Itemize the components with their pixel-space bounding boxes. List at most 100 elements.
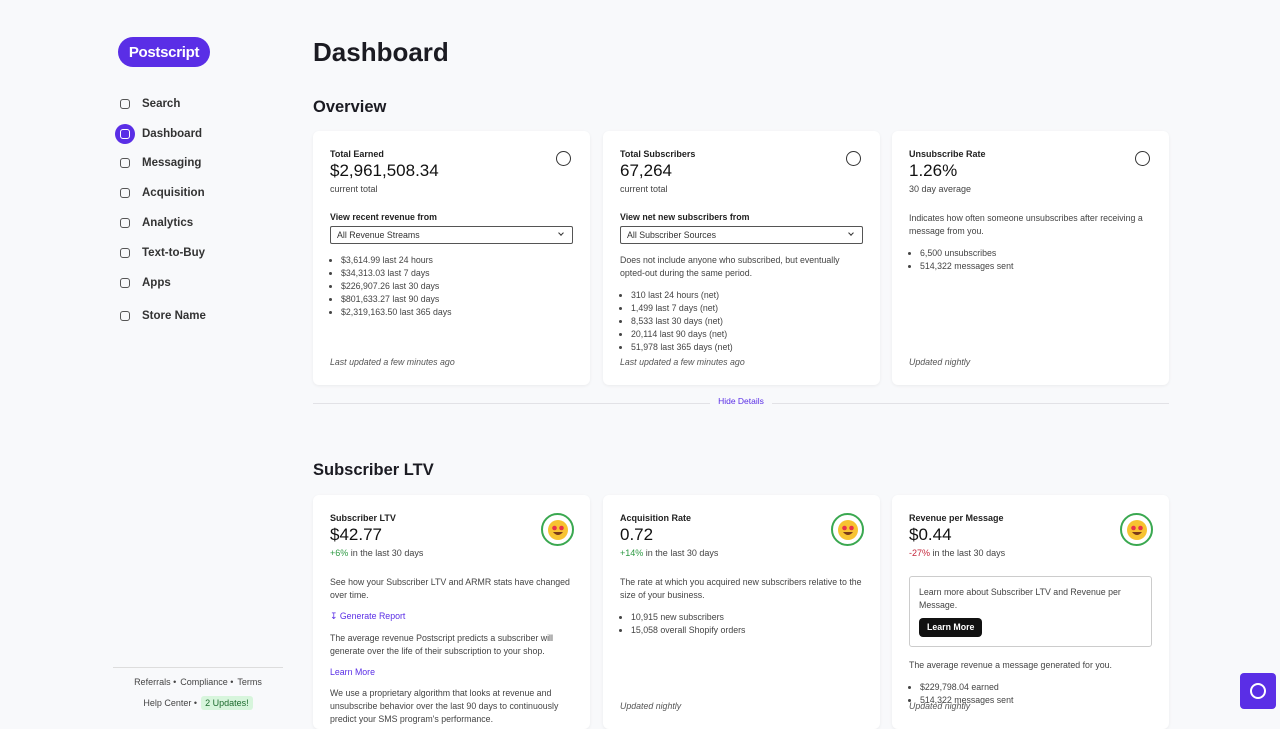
card-label: Unsubscribe Rate [909, 149, 986, 159]
card-label: Total Earned [330, 149, 384, 159]
stat-item: $229,798.04 earned [920, 681, 1152, 694]
stat-list: $3,614.99 last 24 hours$34,313.03 last 7… [330, 254, 573, 319]
stat-list: 10,915 new subscribers15,058 overall Sho… [620, 611, 863, 637]
card-footer: Last updated a few minutes ago [330, 357, 455, 367]
description: See how your Subscriber LTV and ARMR sta… [330, 577, 570, 600]
report-text[interactable]: Generate Report [339, 611, 406, 621]
nav-icon [115, 183, 135, 203]
card-value: $0.44 [909, 525, 952, 544]
card-sub: +14% in the last 30 days [620, 548, 863, 558]
card-icon [1135, 151, 1150, 166]
logo[interactable]: Postscript [118, 37, 210, 67]
nav-icon [115, 243, 135, 263]
nav-label[interactable]: Dashboard [142, 128, 203, 140]
button[interactable]: Learn More [919, 618, 983, 637]
stat-list: $229,798.04 earned514,322 messages sent [909, 681, 1152, 707]
nav-label[interactable]: Analytics [142, 217, 194, 229]
card-label: Total Subscribers [620, 149, 696, 159]
nav-icon [115, 153, 135, 173]
status-icon [541, 513, 574, 546]
card: Total Subscribers 67,264 current total View… [603, 131, 880, 385]
stat-item: 310 last 24 hours (net) [631, 289, 863, 302]
sidebar-footer: Referrals Compliance Terms Help Center 2 Upd… [113, 667, 283, 719]
nav-item[interactable]: Apps [115, 272, 171, 294]
updates-badge[interactable]: 2 Updates! [201, 696, 253, 710]
sub-text: current total [330, 184, 378, 194]
page-title: Dashboard [313, 37, 449, 67]
toggle[interactable]: Hide Details [313, 396, 1169, 406]
icon-shape [120, 278, 130, 288]
nav-label[interactable]: Acquisition [142, 187, 205, 199]
card-sub: current total [620, 184, 863, 194]
card: Total Earned $2,961,508.34 current total Vi… [313, 131, 590, 385]
sub-text: current total [620, 184, 668, 194]
card-footer: Updated nightly [909, 357, 971, 367]
stat-list: 6,500 unsubscribes514,322 messages sent [909, 247, 1152, 273]
emoji [1126, 519, 1147, 540]
sub-text: 30 day average [909, 184, 972, 194]
card-label: Subscriber LTV [330, 513, 396, 523]
help-button[interactable] [1240, 673, 1276, 709]
sub-text: in the last 30 days [645, 548, 719, 558]
nav-icon [115, 94, 135, 114]
section-title: Overview [313, 98, 387, 116]
card-value: 0.72 [620, 525, 654, 544]
description: We use a proprietary algorithm that look… [330, 688, 559, 724]
report-link[interactable]: ↧ Generate Report [330, 611, 406, 621]
nav-item[interactable]: Store Name [115, 305, 206, 327]
card-value: $42.77 [330, 525, 382, 544]
nav-label[interactable]: Apps [142, 277, 171, 289]
card-label: Acquisition Rate [620, 513, 692, 523]
nav-icon [115, 213, 135, 233]
nav-item[interactable]: Search [115, 93, 180, 115]
card-footer: Updated nightly [620, 701, 682, 711]
nav-item[interactable]: Messaging [115, 152, 201, 174]
nav-item[interactable]: Text-to-Buy [115, 242, 205, 264]
stat-item: $226,907.26 last 30 days [341, 280, 573, 293]
change: +6% [330, 548, 349, 558]
stat-item: 8,533 last 30 days (net) [631, 315, 863, 328]
stat-item: 1,499 last 7 days (net) [631, 302, 863, 315]
info-box: Learn more about Subscriber LTV and Reve… [909, 576, 1152, 647]
description: Does not include anyone who subscribed, … [620, 255, 840, 278]
link[interactable]: Learn More [330, 667, 375, 677]
nav-item[interactable]: Acquisition [115, 182, 205, 204]
footer-link[interactable]: Referrals [134, 677, 176, 687]
stat-item: 10,915 new subscribers [631, 611, 863, 624]
dropdown[interactable]: All Subscriber Sources [620, 226, 863, 244]
description: Indicates how often someone unsubscribes… [909, 213, 1143, 236]
icon-shape [120, 99, 130, 109]
stat-item: $2,319,163.50 last 365 days [341, 306, 573, 319]
nav-icon [115, 306, 135, 326]
card-sub: +6% in the last 30 days [330, 548, 573, 558]
status-icon [831, 513, 864, 546]
footer-link[interactable]: Help Center [143, 698, 197, 708]
footer-link[interactable]: Terms [237, 677, 262, 687]
description: The rate at which you acquired new subsc… [620, 577, 862, 600]
card-sub: current total [330, 184, 573, 194]
stat-item: 20,114 last 90 days (net) [631, 328, 863, 341]
toggle-text[interactable]: Hide Details [710, 396, 772, 406]
footer-row: Help Center 2 Updates! [113, 696, 283, 710]
nav-label[interactable]: Text-to-Buy [142, 247, 206, 259]
description: The average revenue Postscript predicts … [330, 633, 553, 656]
select-label: View net new subscribers from [620, 212, 750, 222]
nav-label[interactable]: Store Name [142, 310, 206, 322]
nav-label[interactable]: Search [142, 98, 181, 110]
card-icon [556, 151, 571, 166]
card: Revenue per Message $0.44 -27% in the last… [892, 495, 1169, 729]
sub-text: in the last 30 days [350, 548, 424, 558]
stat-item: $801,633.27 last 90 days [341, 293, 573, 306]
icon-shape [120, 248, 130, 258]
nav-item[interactable]: Dashboard [115, 123, 202, 145]
icon-shape [120, 129, 130, 139]
nav-item[interactable]: Analytics [115, 212, 193, 234]
nav-label[interactable]: Messaging [142, 157, 202, 169]
change: -27% [909, 548, 931, 558]
box-text: Learn more about Subscriber LTV and Reve… [919, 587, 1121, 610]
footer-link[interactable]: Compliance [180, 677, 233, 687]
dropdown[interactable]: All Revenue Streams [330, 226, 573, 244]
sub-text: in the last 30 days [932, 548, 1006, 558]
card: Acquisition Rate 0.72 +14% in the last 30 … [603, 495, 880, 729]
